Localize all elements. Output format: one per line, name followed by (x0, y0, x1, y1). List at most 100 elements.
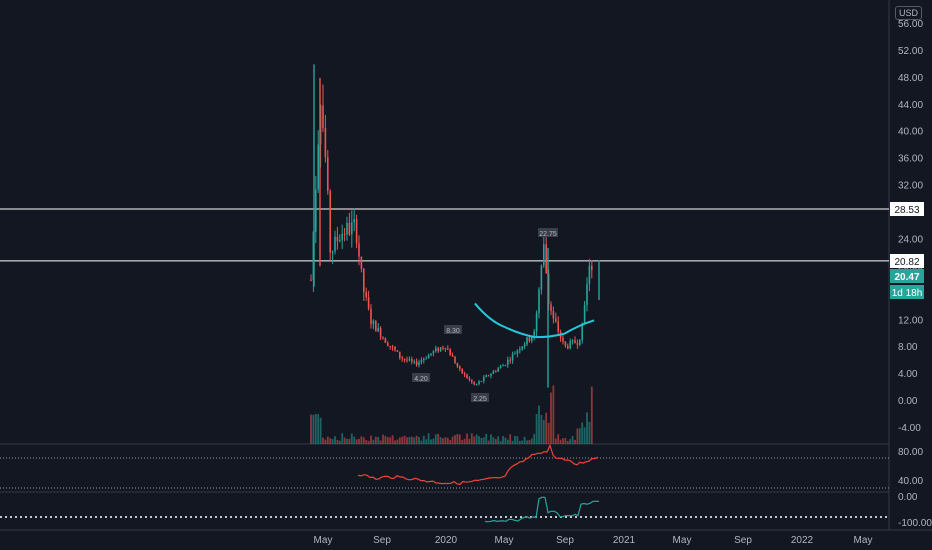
currency-button[interactable]: USD (894, 6, 922, 20)
oscillator-1-line (357, 443, 599, 485)
candle-body (310, 279, 312, 281)
volume-bar (413, 437, 416, 444)
candle-body (564, 341, 567, 346)
candle-body (471, 379, 473, 383)
volume-bar (458, 434, 461, 444)
candle-body (526, 337, 528, 345)
volume-bar (492, 437, 495, 444)
volume-bar (578, 428, 581, 444)
price-tick-label: 48.00 (898, 73, 923, 84)
candle-body (442, 347, 444, 349)
time-axis-labels: May Sep 2020 May Sep 2021 May Sep 2022 May (314, 535, 873, 546)
svg-text:28.53: 28.53 (894, 205, 919, 216)
volume-bar (540, 415, 543, 444)
volume-bar (456, 433, 459, 444)
price-tick-label: 52.00 (898, 46, 923, 57)
volume-bar (355, 439, 358, 444)
volume-bar (379, 440, 382, 444)
volume-bar (511, 440, 514, 444)
time-axis-label: May (673, 535, 692, 546)
volume-bar (497, 436, 500, 444)
candle-body (504, 365, 507, 367)
volume-bar (396, 439, 399, 444)
candle-body (427, 354, 430, 359)
candle-body (555, 318, 557, 322)
candle-body (420, 360, 423, 363)
candle-body (454, 356, 456, 364)
candle-body (406, 359, 408, 361)
candle-body (322, 105, 324, 128)
candle-body (528, 337, 531, 342)
price-tick-label: -4.00 (898, 423, 921, 434)
volume-bar (346, 438, 348, 444)
volume-bar (557, 434, 560, 444)
candle-body (401, 357, 403, 359)
volume-bar (360, 436, 363, 444)
candle-body (346, 222, 348, 235)
time-axis-label: Sep (734, 535, 752, 546)
candle-body (545, 244, 547, 274)
candle-body (586, 283, 588, 305)
price-tick-label: 44.00 (898, 100, 923, 111)
candle-body (384, 338, 387, 343)
candle-body (408, 359, 411, 361)
volume-bar (341, 433, 344, 444)
candle-body (331, 251, 334, 253)
candle-body (423, 358, 425, 361)
volume-bar (574, 439, 576, 444)
candle-body (437, 348, 439, 352)
candle-body (591, 265, 593, 271)
candle-body (519, 349, 521, 351)
candle-body (485, 375, 487, 378)
price-tick-label: 24.00 (898, 234, 923, 245)
volume-bar (461, 439, 464, 444)
volume-bar (331, 439, 334, 444)
volume-bar (322, 437, 324, 444)
volume-bar (427, 433, 430, 444)
volume-bar (571, 435, 574, 444)
volume-bar (485, 433, 488, 444)
volume-bar (487, 440, 490, 444)
volume-bar (502, 436, 504, 444)
volume-bar (420, 440, 423, 444)
candle-body (447, 348, 449, 350)
volume-bar (566, 440, 569, 444)
candle-body (466, 374, 468, 379)
volume-bar (562, 438, 564, 444)
candle-body (435, 348, 437, 352)
volume-bar (468, 438, 471, 444)
volume-bar (514, 435, 516, 444)
volume-bar (494, 439, 497, 444)
svg-text:4.20: 4.20 (414, 376, 428, 383)
volume-bar (559, 439, 562, 444)
candle-body (432, 351, 435, 354)
volume-bar (583, 427, 586, 444)
volume-bar (324, 439, 327, 444)
candle-body (394, 346, 396, 351)
volume-bar (382, 434, 384, 444)
candle-body (449, 349, 451, 356)
candle-body (509, 359, 511, 361)
candle-body (502, 365, 504, 367)
candle-body (523, 344, 526, 347)
candle-body (382, 337, 384, 339)
volume-bar (586, 412, 588, 444)
time-axis-label: May (314, 535, 333, 546)
volume-bar (326, 436, 329, 444)
volume-bar (490, 434, 492, 444)
candle-body (492, 371, 495, 374)
volume-bar (367, 440, 370, 444)
volume-bar (410, 436, 413, 444)
candle-body (581, 323, 583, 340)
swing-label-1: 8.30 (444, 325, 462, 335)
candle-body (483, 377, 485, 382)
candle-body (516, 350, 519, 354)
volume-bar (338, 440, 341, 444)
swing-label-3: 2.25 (471, 393, 489, 403)
osc-tick-label: -100.00 (898, 518, 932, 529)
last-price-label: 20.47 (890, 269, 924, 283)
volume-bar (526, 440, 528, 444)
volume-bar (391, 435, 394, 444)
volume-bar (538, 405, 540, 444)
